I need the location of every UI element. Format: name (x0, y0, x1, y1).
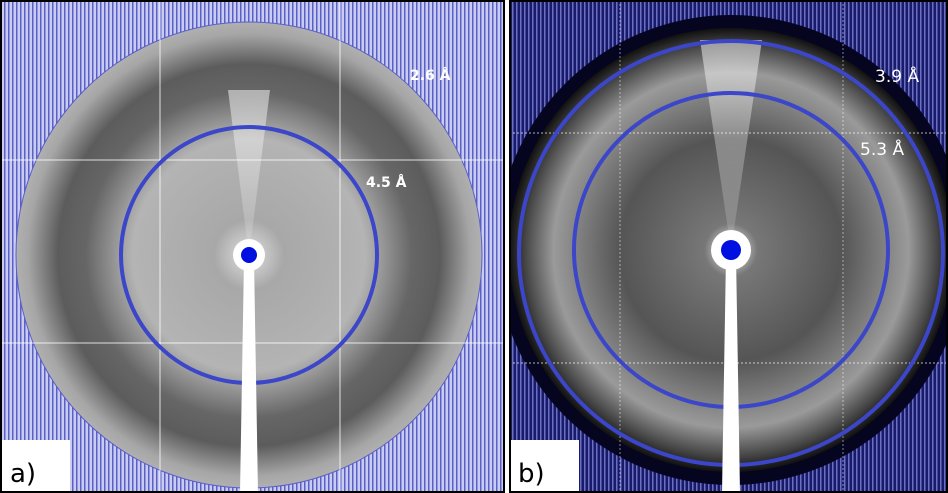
panel-label: a) (10, 459, 36, 489)
page: 2.6 Å 4.5 Å a) 3.9 Å 5.3 Å b) (() => { c… (0, 0, 948, 493)
ring-label: 3.9 Å (875, 65, 919, 87)
ring-label: 2.6 Å (410, 67, 451, 84)
panel-a: 2.6 Å 4.5 Å a) (0, 0, 505, 493)
panel-label: b) (518, 459, 545, 489)
ring-label: 5.3 Å (860, 138, 904, 160)
panel-b: 3.9 Å 5.3 Å b) (496, 0, 948, 493)
ring-label: 4.5 Å (366, 174, 407, 191)
figure: 2.6 Å 4.5 Å a) 3.9 Å 5.3 Å b) (0, 0, 948, 493)
